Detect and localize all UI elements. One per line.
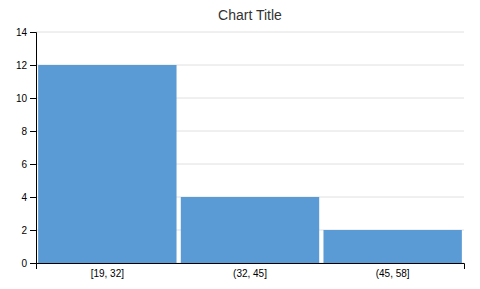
tick-label: 8 [21,126,27,137]
tick-label: 6 [21,159,27,170]
tick-label: [19, 32] [91,268,125,279]
grid [36,32,464,263]
tick-label: 2 [21,225,27,236]
tick: (45, 58] [376,268,410,279]
tick-label: 10 [16,93,28,104]
tick: 4 [21,192,36,203]
tick: 6 [21,159,36,170]
tick-mark [30,32,36,33]
tick-label: (45, 58] [376,268,410,279]
plot-area [38,65,462,263]
x-axis: [19, 32] (32, 45] (45, 58] [37,264,465,280]
grid-line [36,32,464,33]
bar [38,65,176,263]
tick-mark [30,197,36,198]
tick-label: 0 [21,258,27,269]
tick-label: 4 [21,192,27,203]
tick-mark [30,164,36,165]
tick: (32, 45] [233,268,267,279]
tick: 2 [21,225,36,236]
title: Chart Title [218,7,282,23]
axis-line [30,33,37,264]
tick-label: 12 [16,60,28,71]
chart: Chart Title 0 2 4 6 8 10 12 14 [19, 32] (32, 45] (4… [0,0,480,289]
tick-label: 14 [16,27,28,38]
y-axis: 0 2 4 6 8 10 12 14 [16,27,37,269]
tick: 14 [16,27,36,38]
tick-mark [30,263,36,264]
bar [323,230,461,263]
bar [181,197,319,263]
tick: 10 [16,93,36,104]
tick-mark [30,131,36,132]
tick: [19, 32] [91,268,125,279]
tick-mark [30,230,36,231]
tick-mark [30,65,36,66]
tick: 12 [16,60,36,71]
tick: 0 [21,258,36,269]
tick-label: (32, 45] [233,268,267,279]
tick-mark [30,98,36,99]
tick: 8 [21,126,36,137]
